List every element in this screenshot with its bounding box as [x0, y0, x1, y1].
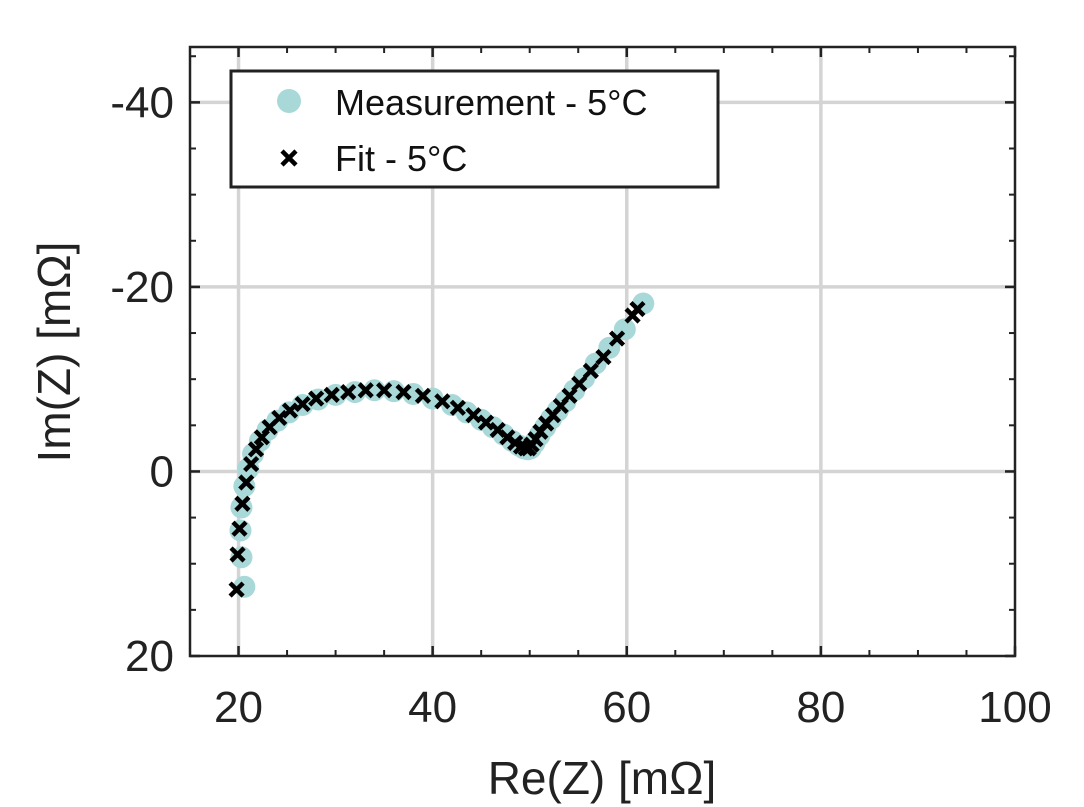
fit-point: [434, 393, 451, 410]
x-tick-label: 40: [408, 683, 457, 732]
x-tick-label: 60: [602, 683, 651, 732]
legend: Measurement - 5°C Fit - 5°C: [229, 69, 720, 189]
series-fit: [228, 300, 646, 598]
fit-point: [582, 362, 599, 379]
x-tick-label: 80: [796, 683, 845, 732]
fit-point: [234, 495, 251, 512]
fit-point: [228, 581, 245, 598]
legend-marker-measurement: [277, 89, 301, 113]
x-tick-label: 100: [978, 683, 1051, 732]
fit-point: [323, 386, 340, 403]
x-axis-ticks: 20 40 60 80 100: [214, 47, 1052, 732]
series-measurement: [229, 292, 655, 598]
fit-point: [281, 402, 299, 419]
x-tick-label: 20: [214, 683, 263, 732]
fit-point: [571, 375, 588, 392]
fit-point: [247, 441, 265, 458]
fit-point: [340, 384, 357, 401]
fit-point: [357, 382, 374, 399]
fit-point: [629, 300, 646, 318]
y-axis-ticks: -40 -20 0 20: [110, 78, 1015, 681]
fit-point: [414, 387, 432, 404]
data-series: [228, 292, 655, 598]
fit-point: [465, 407, 482, 424]
x-axis-label: Re(Z) [mΩ]: [488, 752, 717, 804]
fit-point: [595, 348, 612, 366]
fit-point: [308, 390, 325, 407]
y-axis-label: Im(Z) [mΩ]: [28, 242, 80, 463]
fit-point: [231, 520, 248, 537]
legend-marker-fit: [280, 149, 298, 167]
plot-area-frame: [188, 45, 1017, 658]
y-tick-label: -20: [110, 263, 174, 312]
fit-point: [238, 474, 255, 491]
y-tick-label: 0: [150, 447, 174, 496]
fit-point: [271, 409, 288, 427]
legend-label-measurement: Measurement - 5°C: [335, 82, 648, 123]
legend-box: [229, 69, 720, 189]
fit-point: [561, 387, 578, 404]
fit-point: [477, 414, 495, 431]
fit-point: [608, 330, 626, 347]
fit-point: [449, 399, 466, 416]
fit-point: [243, 455, 260, 473]
fit-point: [229, 546, 246, 563]
fit-point: [294, 396, 311, 413]
fit-point: [376, 382, 393, 399]
measurement-point: [324, 383, 347, 406]
fit-point: [395, 384, 412, 401]
legend-label-fit: Fit - 5°C: [335, 138, 467, 179]
y-tick-label: -40: [110, 78, 174, 127]
y-tick-label: 20: [125, 632, 174, 681]
